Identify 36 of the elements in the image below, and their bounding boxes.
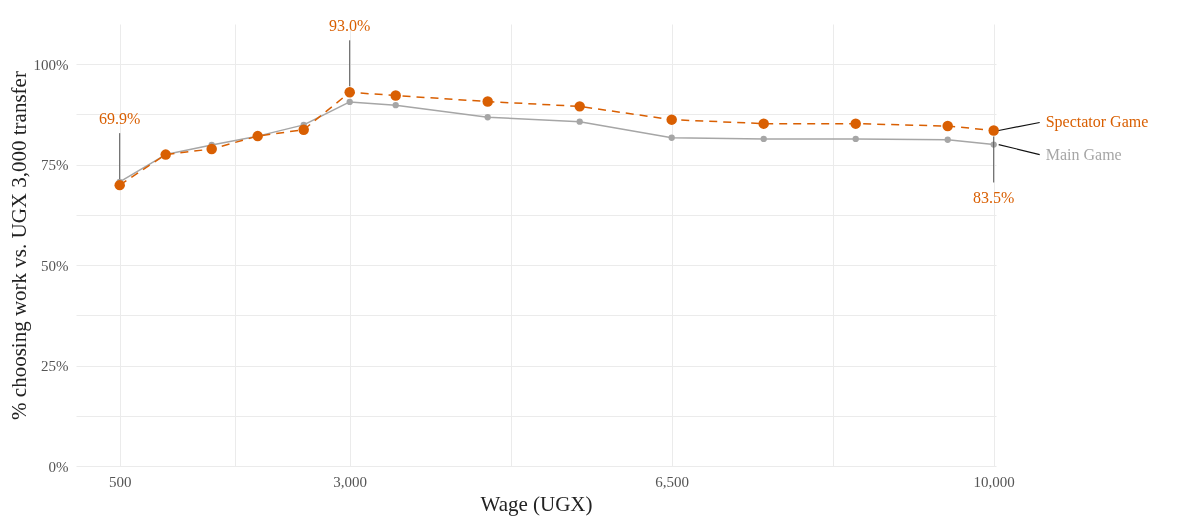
point [576,118,583,125]
y-tick-label: 75% [41,157,69,174]
point [346,98,353,106]
point [390,90,401,101]
text: Main Game [1045,145,1122,163]
x-axis-title: Wage (UGX) [480,491,593,516]
point [206,143,217,155]
point [942,120,953,132]
annotation: 69.9% [99,110,141,128]
point [482,96,493,107]
point [944,136,951,143]
y-axis-title: % choosing work vs. UGX 3,000 transfer [6,71,31,420]
point [988,125,999,136]
point [852,135,859,143]
annotation: 93.0% [329,17,371,35]
y-tick-label: 50% [41,257,69,274]
point [298,124,309,135]
y-tick-label: 0% [48,458,69,475]
point [850,118,861,129]
annotation: 83.5% [973,189,1015,207]
point [114,179,125,191]
point [484,114,491,121]
y-tick-label: 25% [41,358,69,375]
x-tick-label: 6,500 [655,473,690,490]
point [668,134,675,141]
text: Spectator Game [1045,113,1149,132]
x-tick-label: 10,000 [973,473,1015,490]
x-tick-label: 500 [108,473,132,490]
point [574,101,585,112]
point [344,87,355,98]
point [392,102,399,109]
point [760,135,767,143]
point [666,114,677,125]
y-tick-label: 100% [33,56,69,73]
x-tick-label: 3,000 [333,473,368,490]
point [758,118,769,129]
